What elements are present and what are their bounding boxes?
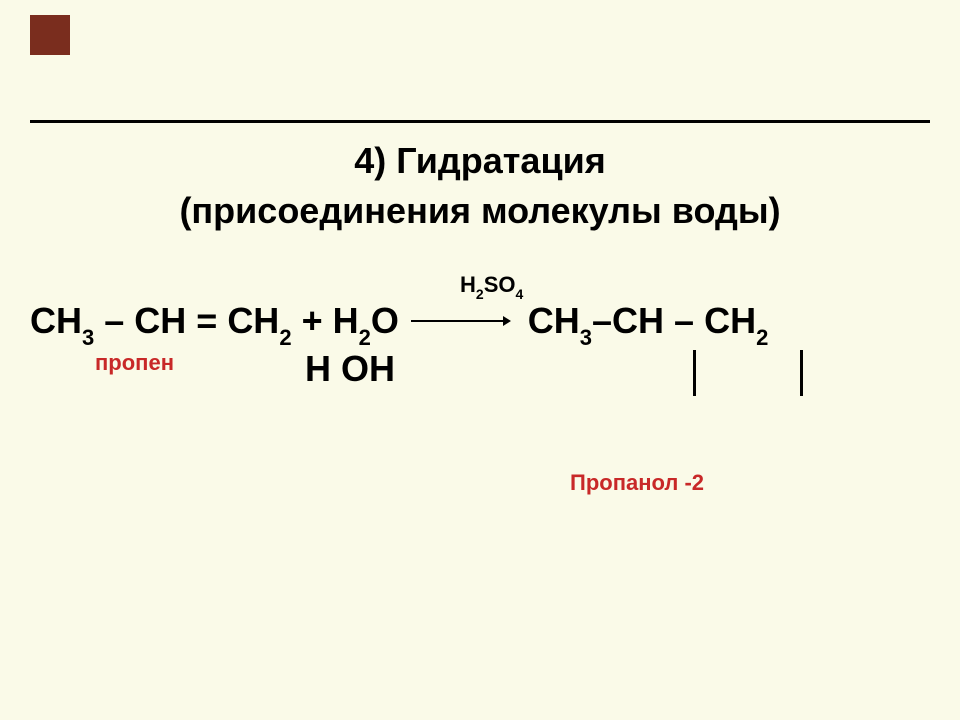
reactant-dash1: – [94,300,134,341]
reactant-h2o-h: Н [333,300,359,341]
water-h: Н [305,348,341,389]
accent-decoration [30,15,70,55]
title-subtitle: (присоединения молекулы воды) [0,190,960,232]
label-propene: пропен [95,350,174,376]
product-ch3-sub: 3 [580,325,592,350]
product-formula: СН3–СН – СН2 [528,300,769,347]
product-dash1: – [592,300,612,341]
product-ch: СН [612,300,664,341]
water-oh: ОН [341,348,395,389]
product-dash2: – [664,300,704,341]
product-ch3: СН [528,300,580,341]
reactant-plus: + [292,300,333,341]
reactant-h2o-o: О [371,300,399,341]
catalyst-h: H [460,272,476,297]
reactant-ch3: СН [30,300,82,341]
catalyst-sub2: 2 [476,286,484,302]
bond-vertical-2 [800,350,803,396]
product-ch2-sub: 2 [756,325,768,350]
reactant-ch2-sub: 2 [279,325,291,350]
reactant-ch: СН [134,300,186,341]
horizontal-rule [30,120,930,123]
reaction-arrow [411,314,511,333]
product-ch2: СН [704,300,756,341]
reactant-formula: СН3 – СН = СН2 + Н2О [30,300,399,347]
reactant-eq: = [186,300,227,341]
catalyst-sub4: 4 [515,286,523,302]
product-bonds [573,350,923,396]
label-propanol: Пропанол -2 [570,470,704,496]
catalyst-so: SO [484,272,516,297]
title-hydration: 4) Гидратация [0,140,960,182]
catalyst-label: H2SO4 [460,272,523,300]
bond-vertical-1 [693,350,696,396]
reactant-h2o-sub: 2 [359,325,371,350]
water-split: Н ОН [305,348,395,390]
reactant-ch2: СН [227,300,279,341]
reaction-equation: H2SO4 СН3 – СН = СН2 + Н2О СН3–СН – СН2 [30,300,940,347]
reactant-ch3-sub: 3 [82,325,94,350]
